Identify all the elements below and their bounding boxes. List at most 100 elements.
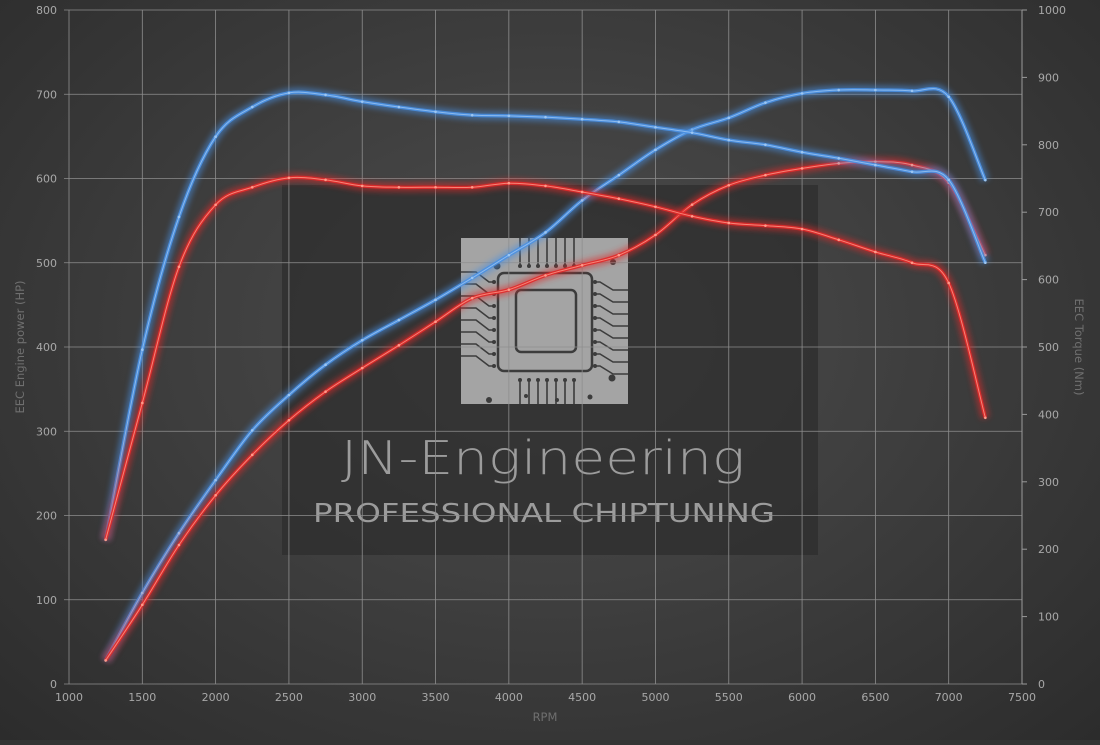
circuit-pad [593, 364, 597, 368]
y2-tick-label: 100 [1038, 611, 1059, 624]
x-tick-label: 3500 [422, 691, 450, 704]
data-point [177, 265, 181, 269]
data-point [727, 183, 731, 187]
y2-tick-label: 1000 [1038, 4, 1066, 17]
y2-tick-label: 800 [1038, 139, 1059, 152]
y2-tick-label: 500 [1038, 341, 1059, 354]
data-point [324, 390, 327, 393]
data-point [837, 88, 841, 92]
data-point [617, 197, 621, 201]
circuit-pad [527, 378, 531, 382]
data-point [214, 478, 217, 482]
circuit-pad [518, 264, 522, 268]
data-point [800, 92, 804, 95]
data-point [397, 185, 401, 189]
data-point [434, 110, 437, 114]
x-tick-label: 2000 [202, 691, 230, 704]
x-tick-label: 7500 [1008, 691, 1036, 704]
data-point [947, 281, 950, 285]
circuit-pad [572, 378, 576, 382]
circuit-pad [536, 378, 540, 382]
data-point [141, 591, 144, 595]
x-tick-label: 3000 [348, 691, 376, 704]
data-point [617, 253, 621, 257]
data-point [727, 221, 731, 225]
y-tick-label: 400 [36, 341, 57, 354]
y2-tick-label: 0 [1038, 678, 1045, 691]
circuit-pad [587, 394, 593, 400]
data-point [470, 296, 474, 300]
circuit-pad [492, 280, 496, 284]
data-point [800, 167, 804, 170]
circuit-trace [596, 317, 628, 327]
data-point [360, 338, 364, 342]
data-point [360, 366, 364, 370]
circuit-pad [486, 397, 492, 403]
data-point [984, 178, 987, 182]
circuit-pad [492, 340, 496, 344]
data-point [324, 178, 327, 182]
y-tick-label: 200 [36, 510, 57, 523]
data-point [544, 231, 547, 234]
y-tick-label: 500 [36, 257, 57, 270]
circuit-pad [518, 378, 522, 382]
chip-core [514, 288, 578, 354]
data-point [434, 185, 437, 189]
y2-axis-label: EEC Torque (Nm) [1072, 299, 1086, 396]
data-point [177, 215, 181, 219]
data-point [947, 95, 950, 99]
data-point [287, 393, 291, 397]
data-point [287, 418, 291, 422]
data-point [104, 659, 107, 662]
data-point [764, 143, 767, 147]
circuit-pad [492, 316, 496, 320]
y-tick-label: 300 [36, 425, 57, 438]
data-point [324, 93, 327, 97]
data-point [434, 320, 437, 324]
data-point [287, 176, 291, 180]
data-point [984, 416, 987, 420]
data-point [470, 185, 474, 189]
x-tick-label: 6500 [861, 691, 889, 704]
data-point [580, 199, 584, 202]
data-point [397, 318, 401, 322]
series-line-1 [101, 157, 990, 663]
circuit-pad [593, 280, 597, 284]
circuit-trace [596, 293, 628, 303]
data-point [837, 238, 841, 242]
y2-tick-label: 700 [1038, 206, 1059, 219]
circuit-trace [461, 319, 493, 331]
series-line-2 [101, 87, 990, 542]
data-point [727, 138, 731, 142]
data-point [177, 543, 181, 547]
data-point [214, 493, 217, 497]
circuit-pad [492, 364, 496, 368]
series [101, 84, 990, 663]
data-point [250, 105, 254, 109]
circuit-pad [593, 304, 597, 308]
data-point [177, 531, 181, 535]
data-point [397, 105, 401, 109]
data-point [141, 348, 144, 351]
circuit-trace [461, 331, 493, 343]
data-point [544, 184, 547, 188]
data-point [214, 135, 217, 139]
x-tick-label: 1500 [128, 691, 156, 704]
circuit-pad [527, 264, 531, 268]
data-point [544, 274, 547, 277]
circuit-pad [608, 374, 616, 382]
circuit-trace [596, 329, 628, 339]
data-point [507, 288, 511, 292]
circuit-trace [461, 343, 493, 355]
axes: 1000 1500 2000 2500 3000 3500 4000 4500 5000 5500… [36, 4, 1066, 704]
data-point [800, 150, 804, 154]
circuit-pad [492, 328, 496, 332]
data-point [910, 261, 914, 265]
circuit-trace [596, 281, 628, 291]
circuit-pad [536, 264, 540, 268]
circuit-pad [593, 316, 597, 320]
data-point [470, 276, 474, 280]
data-point [764, 101, 767, 104]
data-point [580, 117, 584, 121]
